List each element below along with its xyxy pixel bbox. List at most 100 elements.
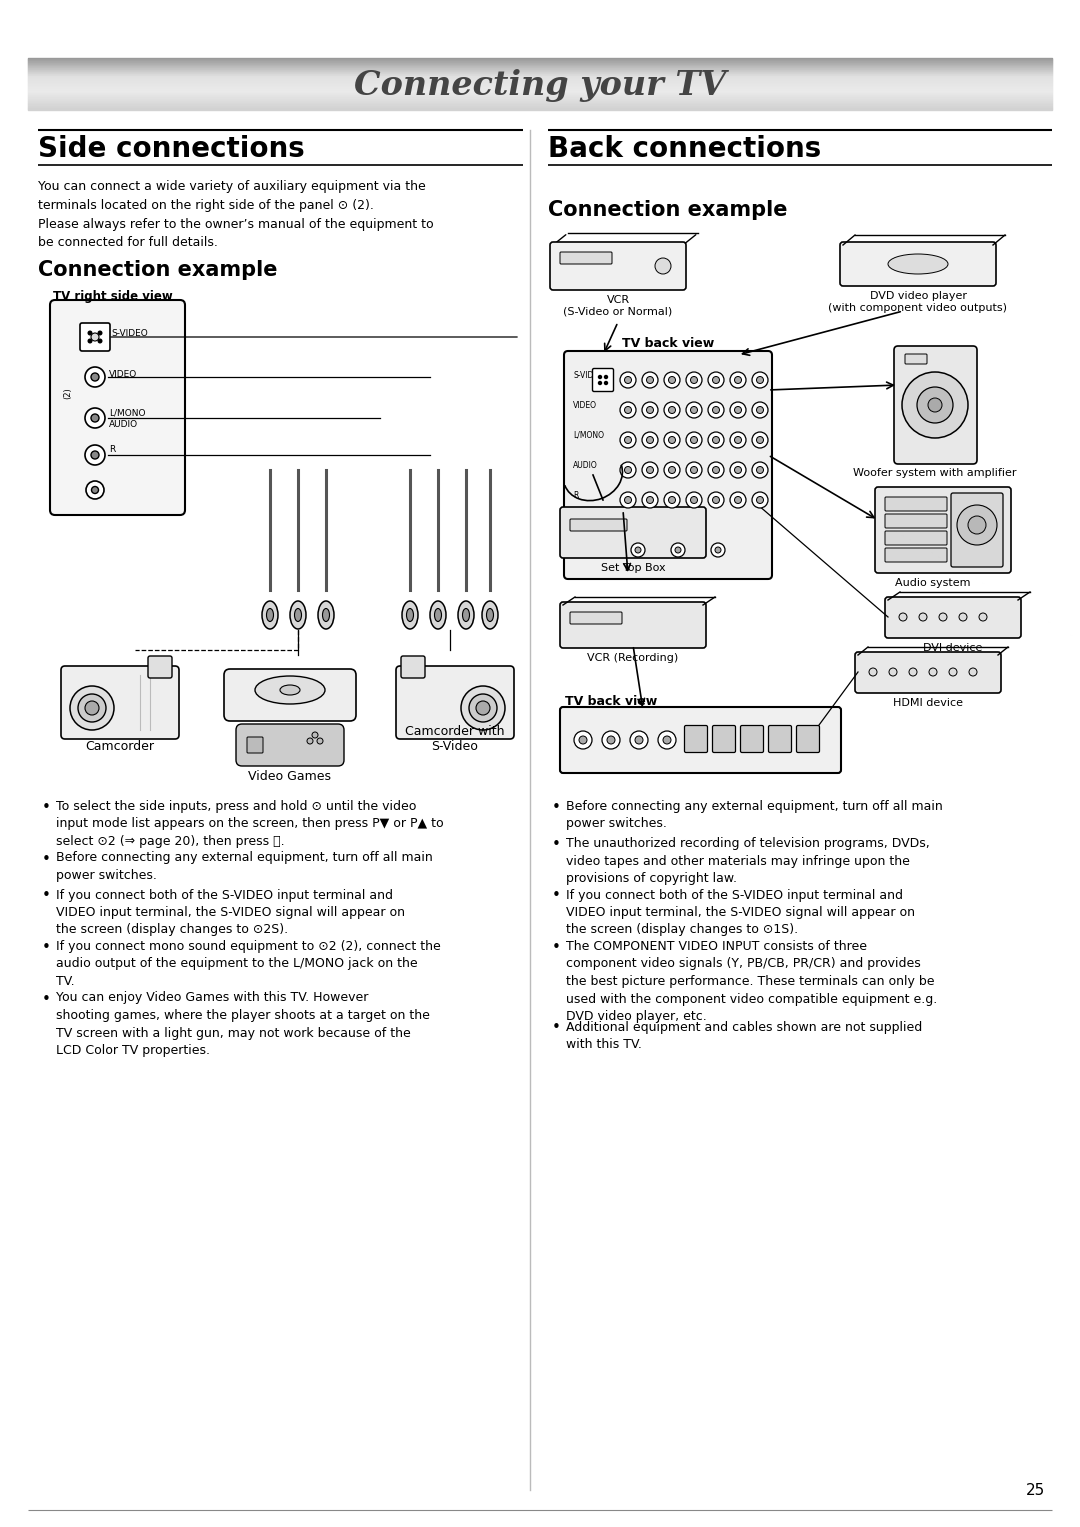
Circle shape bbox=[579, 736, 588, 744]
Circle shape bbox=[669, 377, 675, 383]
Circle shape bbox=[573, 731, 592, 750]
FancyBboxPatch shape bbox=[875, 487, 1011, 573]
Text: Camcorder: Camcorder bbox=[85, 741, 154, 753]
Text: R: R bbox=[109, 446, 116, 455]
Circle shape bbox=[469, 693, 497, 722]
Text: •: • bbox=[552, 837, 561, 852]
Ellipse shape bbox=[323, 608, 329, 621]
Circle shape bbox=[734, 377, 742, 383]
Circle shape bbox=[85, 366, 105, 386]
Circle shape bbox=[631, 544, 645, 557]
Circle shape bbox=[713, 406, 719, 414]
FancyBboxPatch shape bbox=[561, 252, 612, 264]
Circle shape bbox=[605, 382, 607, 385]
Text: •: • bbox=[552, 800, 561, 815]
Ellipse shape bbox=[255, 676, 325, 704]
Circle shape bbox=[664, 463, 680, 478]
Circle shape bbox=[630, 731, 648, 750]
Ellipse shape bbox=[486, 608, 494, 621]
Circle shape bbox=[669, 467, 675, 473]
Circle shape bbox=[461, 686, 505, 730]
Circle shape bbox=[607, 736, 615, 744]
Circle shape bbox=[98, 339, 102, 342]
Text: Set Top Box: Set Top Box bbox=[600, 563, 665, 573]
Circle shape bbox=[708, 432, 724, 447]
Circle shape bbox=[730, 402, 746, 418]
Ellipse shape bbox=[267, 608, 273, 621]
Circle shape bbox=[669, 437, 675, 443]
Circle shape bbox=[620, 492, 636, 508]
Circle shape bbox=[686, 463, 702, 478]
Text: Side connections: Side connections bbox=[38, 134, 305, 163]
Text: (2): (2) bbox=[63, 388, 72, 399]
Text: •: • bbox=[42, 800, 51, 815]
Text: The COMPONENT VIDEO INPUT consists of three
component video signals (Y, PB/CB, P: The COMPONENT VIDEO INPUT consists of th… bbox=[566, 941, 937, 1023]
Circle shape bbox=[91, 414, 99, 421]
FancyBboxPatch shape bbox=[570, 612, 622, 625]
Text: •: • bbox=[552, 889, 561, 904]
FancyArrowPatch shape bbox=[685, 235, 696, 243]
Ellipse shape bbox=[291, 602, 306, 629]
Circle shape bbox=[70, 686, 114, 730]
Text: L/MONO: L/MONO bbox=[109, 408, 146, 417]
FancyBboxPatch shape bbox=[769, 725, 792, 753]
Circle shape bbox=[647, 467, 653, 473]
Text: Camcorder with
S-Video: Camcorder with S-Video bbox=[405, 725, 504, 753]
FancyBboxPatch shape bbox=[885, 515, 947, 528]
Circle shape bbox=[307, 738, 313, 744]
Circle shape bbox=[663, 736, 671, 744]
FancyBboxPatch shape bbox=[148, 657, 172, 678]
FancyBboxPatch shape bbox=[855, 652, 1001, 693]
Circle shape bbox=[959, 612, 967, 621]
Circle shape bbox=[690, 496, 698, 504]
Text: •: • bbox=[552, 941, 561, 954]
Circle shape bbox=[957, 505, 997, 545]
Text: Connecting your TV: Connecting your TV bbox=[354, 69, 726, 101]
Ellipse shape bbox=[318, 602, 334, 629]
Text: R: R bbox=[573, 490, 579, 499]
FancyBboxPatch shape bbox=[593, 368, 613, 391]
FancyBboxPatch shape bbox=[564, 351, 772, 579]
Text: •: • bbox=[552, 1020, 561, 1035]
Circle shape bbox=[78, 693, 106, 722]
Circle shape bbox=[708, 492, 724, 508]
Circle shape bbox=[647, 377, 653, 383]
Circle shape bbox=[730, 492, 746, 508]
FancyBboxPatch shape bbox=[840, 241, 996, 286]
Circle shape bbox=[318, 738, 323, 744]
Circle shape bbox=[686, 373, 702, 388]
Text: If you connect mono sound equipment to ⊙2 (2), connect the
audio output of the e: If you connect mono sound equipment to ⊙… bbox=[56, 941, 441, 988]
Circle shape bbox=[85, 444, 105, 466]
Circle shape bbox=[756, 467, 764, 473]
Circle shape bbox=[654, 258, 671, 273]
Circle shape bbox=[752, 373, 768, 388]
Circle shape bbox=[669, 406, 675, 414]
FancyBboxPatch shape bbox=[80, 324, 110, 351]
Circle shape bbox=[89, 339, 92, 342]
Circle shape bbox=[713, 467, 719, 473]
Text: DVD video player
(with component video outputs): DVD video player (with component video o… bbox=[828, 292, 1008, 313]
Circle shape bbox=[708, 463, 724, 478]
Circle shape bbox=[598, 376, 602, 379]
Circle shape bbox=[686, 402, 702, 418]
Text: •: • bbox=[42, 852, 51, 866]
Text: VIDEO: VIDEO bbox=[109, 370, 137, 379]
Text: S-VIDEO: S-VIDEO bbox=[111, 328, 148, 337]
Circle shape bbox=[686, 492, 702, 508]
Circle shape bbox=[708, 373, 724, 388]
FancyBboxPatch shape bbox=[396, 666, 514, 739]
Circle shape bbox=[928, 399, 942, 412]
Circle shape bbox=[734, 406, 742, 414]
FancyBboxPatch shape bbox=[894, 347, 977, 464]
FancyBboxPatch shape bbox=[885, 597, 1021, 638]
Text: Back connections: Back connections bbox=[548, 134, 821, 163]
Circle shape bbox=[312, 731, 318, 738]
Circle shape bbox=[711, 544, 725, 557]
FancyBboxPatch shape bbox=[685, 725, 707, 753]
Circle shape bbox=[752, 432, 768, 447]
Circle shape bbox=[642, 432, 658, 447]
Text: If you connect both of the S-VIDEO input terminal and
VIDEO input terminal, the : If you connect both of the S-VIDEO input… bbox=[566, 889, 915, 936]
Text: VCR
(S-Video or Normal): VCR (S-Video or Normal) bbox=[564, 295, 673, 316]
Circle shape bbox=[756, 377, 764, 383]
Text: Audio system: Audio system bbox=[895, 579, 971, 588]
